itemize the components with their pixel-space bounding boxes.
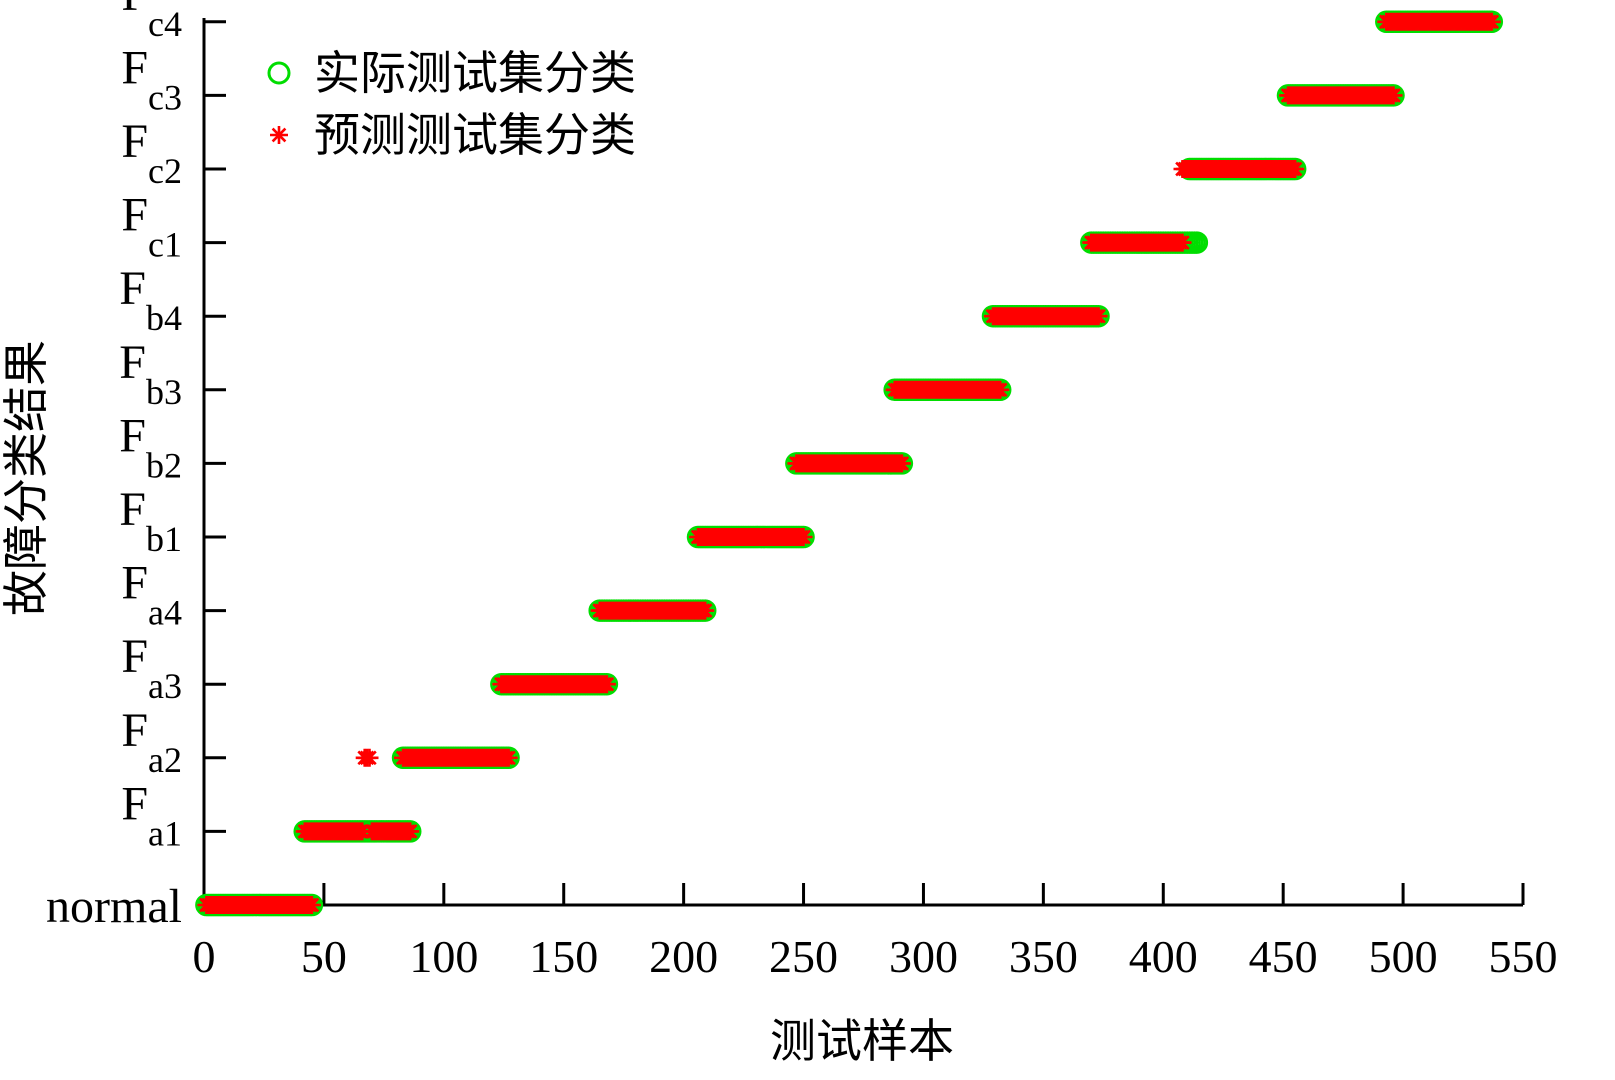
predicted-class-marker [360, 748, 379, 767]
x-tick-label: 450 [1249, 931, 1318, 982]
predicted-class-marker [991, 380, 1010, 399]
x-tick-label: 550 [1489, 931, 1558, 982]
predicted-class-marker [1482, 12, 1501, 31]
predicted-class-marker [1089, 307, 1108, 326]
y-tick-label: Fa3 [121, 630, 182, 706]
predicted-class-marker [353, 822, 372, 841]
predicted-class-marker [302, 896, 321, 914]
y-tick-label: Fa1 [121, 777, 182, 853]
x-tick-label: 50 [301, 931, 347, 982]
y-tick-label: Fc3 [121, 41, 182, 117]
x-tick-label: 200 [649, 931, 718, 982]
y-tick-label: Fa2 [121, 704, 182, 780]
predicted-class-marker [794, 528, 813, 546]
plot-markers [195, 10, 1504, 917]
x-tick-label: 250 [769, 931, 838, 982]
x-tick-label: 300 [889, 931, 958, 982]
x-tick-label: 0 [193, 931, 216, 982]
x-tick-label: 500 [1369, 931, 1438, 982]
y-tick-label: Fb2 [119, 409, 182, 485]
predicted-class-marker [1286, 160, 1305, 178]
legend-label: 预测测试集分类 [314, 110, 636, 161]
x-axis-title: 测试样本 [770, 1016, 954, 1067]
y-tick-label: Fb3 [119, 336, 182, 412]
series-asterisk [197, 12, 1501, 914]
y-axis-title: 故障分类结果 [1, 340, 52, 616]
predicted-class-marker [892, 454, 911, 473]
legend-label: 实际测试集分类 [314, 48, 636, 99]
legend-circle-icon [267, 61, 291, 85]
x-axis-ticks: 0 50 100 150 200 250 300 350 400 450 500 550 [193, 883, 1558, 982]
y-tick-label: Fc4 [121, 0, 182, 44]
y-tick-label: Fb1 [119, 483, 182, 559]
legend-asterisk-icon [270, 126, 288, 144]
predicted-class-marker [696, 601, 715, 620]
predicted-class-marker [597, 675, 616, 694]
y-axis-ticks: normal Fa1Fa2Fa3Fa4Fb1Fb2Fb3Fb4Fc1Fc2Fc3F… [46, 0, 226, 933]
y-tick-label: Fc2 [121, 115, 182, 191]
x-tick-label: 400 [1129, 931, 1198, 982]
y-tick-label: Fb4 [119, 262, 182, 338]
x-tick-label: 100 [409, 931, 478, 982]
x-tick-label: 350 [1009, 931, 1078, 982]
predicted-class-marker [1384, 86, 1403, 105]
y-tick-label: Fa4 [121, 557, 182, 633]
predicted-class-marker [499, 748, 518, 767]
predicted-class-marker [401, 822, 420, 841]
y-tick-label: Fc1 [121, 189, 182, 265]
y-tick-label: normal [46, 880, 182, 933]
predicted-class-marker [1173, 233, 1192, 252]
x-tick-label: 150 [529, 931, 598, 982]
